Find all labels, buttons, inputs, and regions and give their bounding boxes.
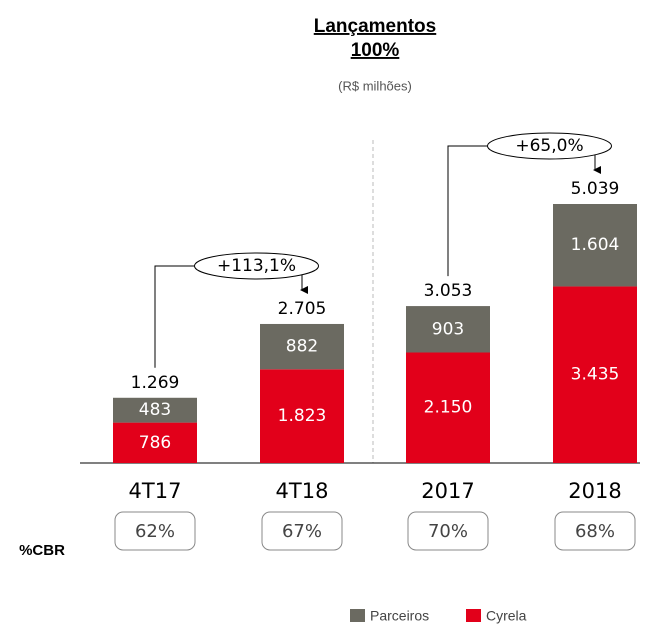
segment-label: 903 [432,319,464,339]
annotation-label: +113,1% [217,256,296,276]
bar-segment [553,286,637,463]
cbr-value: 68% [575,521,615,542]
x-tick-label: 4T17 [129,479,182,503]
bar-segment [406,352,490,463]
x-tick-label: 2017 [421,479,474,503]
annotation-ellipse [194,252,319,280]
segment-label: 882 [286,337,318,357]
bar-segment [406,306,490,353]
unit-label: (R$ milhões) [338,78,412,93]
annotation-ellipse [487,132,612,160]
legend-label: Cyrela [486,608,527,624]
cbr-box [554,511,636,551]
x-tick-label: 4T18 [276,479,329,503]
chart-title: Lançamentos [314,16,436,37]
cbr-value: 70% [428,521,468,542]
cbr-value: 67% [282,521,322,542]
bar-segment [553,204,637,287]
cbr-box [407,511,489,551]
annotation-line [447,145,488,277]
x-tick-label: 2018 [568,479,621,503]
cbr-value: 62% [135,521,175,542]
segment-label: 1.823 [278,406,327,426]
legend-swatch [350,609,365,622]
segment-label: 483 [139,400,171,420]
segment-label: 3.435 [571,365,620,385]
bar-segment [113,422,197,463]
cbr-box [261,511,343,551]
total-label: 2.705 [278,299,327,319]
legend-label: Parceiros [370,608,429,624]
cbr-box [114,511,196,551]
cbr-label: %CBR [19,542,65,559]
bar-segment [260,369,344,463]
total-label: 3.053 [424,281,473,301]
segment-label: 786 [139,433,171,453]
total-label: 1.269 [131,373,180,393]
segment-label: 1.604 [571,235,620,255]
bar-segment [260,323,344,370]
annotation-label: +65,0% [515,136,583,156]
total-label: 5.039 [571,179,620,199]
legend-swatch [466,609,481,622]
chart-subtitle: 100% [351,40,400,61]
bar-segment [113,397,197,423]
segment-label: 2.150 [424,398,473,418]
annotation-line [154,265,195,368]
